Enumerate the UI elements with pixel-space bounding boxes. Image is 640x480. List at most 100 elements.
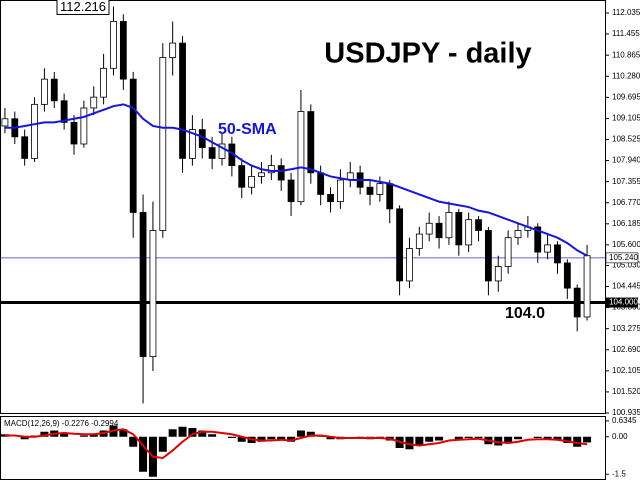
candle-body	[129, 78, 137, 213]
level-axis-box	[606, 297, 638, 308]
candle-body	[475, 219, 482, 231]
current-price-box	[605, 252, 639, 264]
candle-body	[494, 266, 502, 282]
candle-body	[287, 179, 295, 203]
candle-body	[425, 222, 433, 235]
y-tick-label: 111.455	[612, 29, 640, 38]
macd-bar	[158, 436, 167, 452]
macd-bar	[543, 436, 552, 440]
macd-bar	[306, 431, 315, 437]
candle-body	[573, 287, 581, 318]
candle-body	[248, 176, 256, 188]
candle-body	[1, 118, 9, 127]
candle-body	[60, 100, 68, 123]
candle-body	[238, 165, 246, 188]
candle-body	[415, 233, 423, 249]
candle-body	[583, 255, 591, 318]
sma-label: 50-SMA	[218, 121, 277, 138]
macd-bar	[188, 428, 197, 437]
macd-bar	[425, 436, 434, 442]
y-tick-label: 109.695	[612, 92, 640, 101]
candle-body	[159, 57, 167, 231]
y-tick-label: 110.280	[612, 71, 640, 80]
candle-body	[119, 21, 127, 80]
candle-body	[41, 78, 48, 105]
macd-bar	[533, 436, 542, 438]
level-axis-label: 104.000	[609, 298, 638, 307]
level-annotation: 104.0	[505, 305, 545, 322]
macd-bar	[454, 436, 463, 440]
macd-bar	[277, 436, 286, 440]
price-label-box	[56, 0, 110, 15]
macd-bar	[296, 430, 305, 437]
candle-body	[31, 103, 38, 159]
macd-bar	[494, 436, 503, 446]
candle-body	[484, 230, 492, 282]
candle-body	[455, 212, 463, 246]
macd-bar	[79, 435, 88, 437]
y-tick-label: 107.355	[612, 177, 640, 186]
candle-body	[376, 183, 384, 195]
y-tick-label: 107.940	[612, 156, 640, 165]
candle-body	[70, 121, 78, 145]
y-tick-label: 105.600	[612, 240, 640, 249]
candle-body	[179, 42, 186, 159]
macd-label: MACD(12,26,9) -0.2276 -0.2994	[4, 419, 119, 428]
candle-body	[297, 111, 305, 203]
candle-body	[317, 172, 325, 195]
macd-bar	[20, 436, 29, 440]
y-tick-label: 106.770	[612, 198, 640, 207]
candle-body	[307, 111, 315, 174]
y-tick-label: 100.935	[612, 408, 640, 417]
candle-body	[208, 147, 216, 159]
macd-bar	[514, 436, 522, 440]
macd-bar	[89, 434, 98, 437]
signal-line	[4, 428, 588, 460]
y-tick-label: 110.865	[612, 50, 640, 59]
candle-body	[188, 129, 196, 159]
macd-bar	[208, 434, 217, 437]
y-tick-label: 106.185	[612, 219, 640, 228]
candle-body	[110, 21, 117, 69]
macd-bar	[474, 436, 483, 438]
macd-bar	[326, 436, 335, 440]
macd-bar	[168, 429, 177, 437]
macd-bar	[129, 436, 138, 447]
candle-body	[258, 172, 265, 177]
macd-bar	[415, 436, 424, 446]
sma-line	[4, 103, 588, 257]
candle-body	[100, 67, 107, 98]
macd-bar	[464, 436, 473, 438]
macd-bar	[267, 436, 276, 440]
candle-body	[327, 194, 334, 203]
y-tick-label: 105.030	[612, 261, 640, 270]
macd-bar	[573, 436, 582, 447]
candle-body	[21, 136, 29, 159]
y-tick-label: 102.105	[612, 366, 640, 375]
y-tick-label: 101.520	[612, 387, 640, 396]
candle-body	[563, 262, 571, 289]
y-tick-label: 103.275	[612, 324, 640, 333]
candle-body	[465, 219, 473, 246]
candle-body	[445, 212, 453, 239]
candle-body	[514, 230, 522, 239]
candle-body	[336, 179, 344, 203]
current-price-label: 105.240	[609, 253, 638, 262]
macd-bar	[583, 436, 592, 443]
macd-bar	[40, 431, 49, 437]
macd-bar	[435, 436, 444, 441]
price-label: 112.216	[60, 0, 106, 14]
candle-body	[277, 165, 285, 181]
macd-bar	[553, 436, 562, 441]
candle-body	[50, 78, 58, 102]
y-tick-label: 0.6345	[612, 416, 637, 425]
macd-bar	[139, 436, 148, 472]
y-tick-label: 109.105	[612, 114, 640, 123]
candle-body	[406, 248, 413, 282]
macd-bar	[563, 436, 572, 443]
candle-body	[504, 237, 512, 267]
macd-bar	[227, 436, 236, 438]
candle-body	[90, 96, 98, 109]
